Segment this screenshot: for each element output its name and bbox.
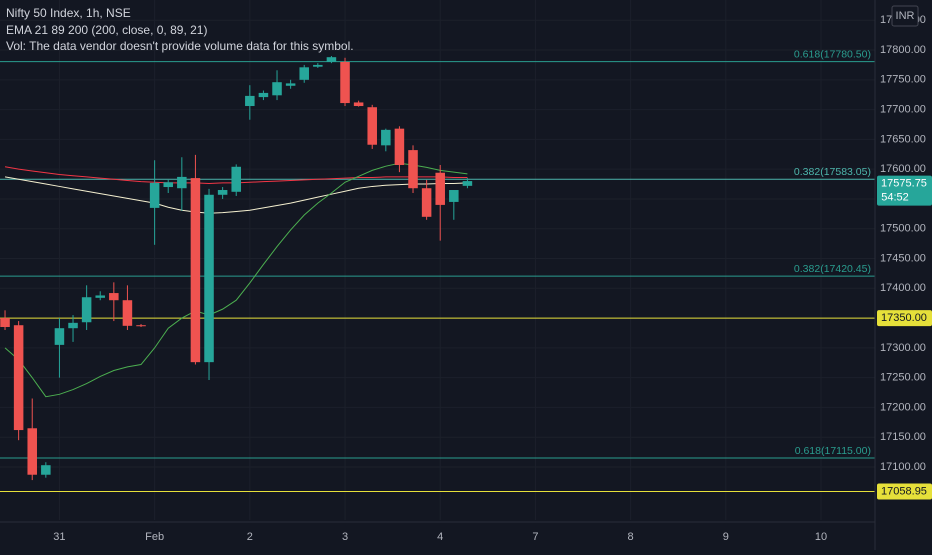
x-tick-label: 10 [815, 531, 827, 543]
level-label: 0.382(17583.05) [794, 166, 871, 178]
candle-body [163, 182, 173, 188]
level-label: 0.618(17115.00) [795, 445, 871, 457]
y-tick-label: 17400.00 [880, 282, 926, 294]
y-tick-label: 17800.00 [880, 44, 926, 56]
candle-body [313, 64, 323, 67]
candle-body [394, 128, 405, 165]
y-tick-label: 17750.00 [880, 74, 926, 86]
price-label-box [877, 483, 932, 500]
candle-body [54, 328, 65, 345]
candle-body [122, 300, 133, 326]
candle-body [340, 61, 350, 104]
y-tick-label: 17100.00 [880, 461, 926, 473]
x-tick-label: 4 [437, 531, 443, 543]
y-tick-label: 17650.00 [880, 133, 926, 145]
candle-body [81, 297, 92, 323]
y-tick-label: 17600.00 [880, 163, 926, 175]
axis: 17100.00 17150.00 17200.00 17250.00 17300.00… [53, 14, 932, 543]
y-tick-label: 17700.00 [880, 104, 926, 116]
x-tick-label: 7 [532, 531, 538, 543]
x-tick-label: Feb [145, 531, 164, 543]
y-tick-label: 17200.00 [880, 401, 926, 413]
price-label-box [877, 310, 932, 327]
candle-body [95, 295, 105, 298]
candle-body [204, 194, 214, 363]
current-price: 17575.75 [881, 178, 927, 190]
candle-body [462, 181, 473, 186]
countdown: 54:52 [881, 192, 909, 204]
volume-note: Vol: The data vendor doesn't provide vol… [6, 39, 354, 53]
x-tick-label: 31 [53, 531, 65, 543]
ema-line [4, 162, 468, 398]
candle-body [177, 176, 187, 189]
ema-line [4, 176, 468, 214]
x-tick-label: 2 [247, 531, 253, 543]
candle-body [421, 188, 432, 217]
candle-body [381, 129, 391, 146]
level-label: 0.382(17420.45) [794, 263, 871, 275]
candle-body [258, 92, 269, 98]
candle-body [217, 190, 228, 195]
x-tick-label: 8 [628, 531, 634, 543]
candle-body [68, 322, 78, 329]
candle-body [408, 150, 418, 189]
indicator-label: EMA 21 89 200 (200, close, 0, 89, 21) [6, 23, 207, 37]
candle-body [449, 190, 459, 202]
candle-body [245, 95, 255, 107]
candle-body [109, 293, 119, 301]
current-price-box [877, 175, 932, 206]
candle-body [190, 178, 201, 363]
candle-body [13, 325, 24, 431]
candle-body [353, 102, 364, 107]
price-label: 17058.95 [881, 485, 927, 497]
candle-body [231, 166, 241, 192]
x-tick-label: 9 [723, 531, 729, 543]
candle-body [367, 107, 377, 145]
currency-box[interactable] [891, 5, 919, 27]
currency[interactable]: INR [896, 10, 915, 22]
y-tick-label: 17150.00 [880, 431, 926, 443]
y-tick-label: 17500.00 [880, 223, 926, 235]
y-tick-label: 17450.00 [880, 252, 926, 264]
candle-body [285, 83, 296, 86]
x-tick-label: 3 [342, 531, 348, 543]
candle-body [299, 67, 309, 80]
price-label: 17350.00 [881, 312, 927, 324]
candle-body [27, 428, 37, 475]
candle-body [149, 182, 160, 208]
y-tick-label: 17300.00 [880, 342, 926, 354]
chart-title: Nifty 50 Index, 1h, NSE [6, 6, 131, 20]
candle-body [41, 465, 51, 475]
candle-body [272, 82, 282, 96]
candle-body [0, 318, 10, 328]
level-label: 0.618(17780.50) [794, 48, 871, 60]
candle-body [136, 325, 146, 327]
candle-body [326, 57, 337, 62]
y-tick-label: 17250.00 [880, 372, 926, 384]
candle-body [435, 172, 445, 205]
plot: 0.618(17780.50) 0.382(17583.05) 0.382(1742… [0, 48, 875, 492]
